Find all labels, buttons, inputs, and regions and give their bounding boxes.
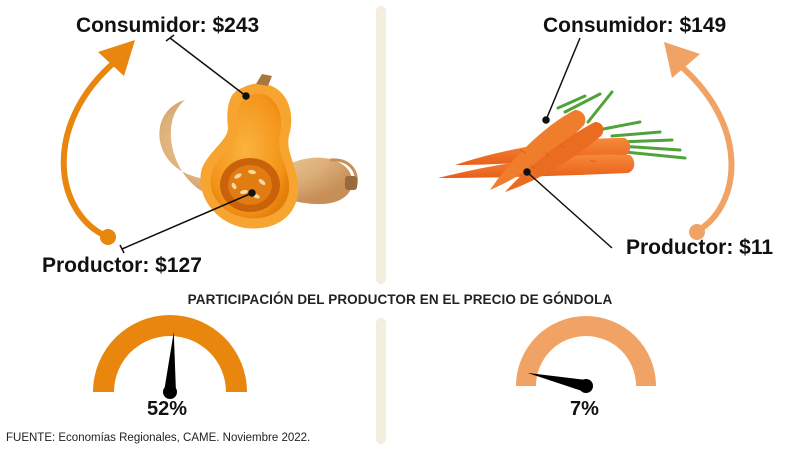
gauge-needle bbox=[163, 332, 177, 399]
butternut-squash-icon bbox=[159, 74, 358, 229]
right-producer-share: 7% bbox=[570, 398, 599, 420]
gauge-needle bbox=[527, 372, 593, 393]
gauge-icon bbox=[516, 316, 656, 393]
carrots-icon bbox=[438, 90, 687, 192]
consumer-pointer-line bbox=[542, 37, 581, 124]
vertical-divider bbox=[376, 6, 386, 444]
producer-pointer-line bbox=[523, 168, 613, 249]
curved-arrow-icon bbox=[60, 40, 135, 245]
section-title: PARTICIPACIÓN DEL PRODUCTOR EN EL PRECIO… bbox=[187, 292, 613, 307]
source-note: FUENTE: Economías Regionales, CAME. Novi… bbox=[6, 432, 311, 444]
left-producer-price: Productor: $127 bbox=[42, 254, 202, 277]
left-consumer-price: Consumidor: $243 bbox=[76, 14, 260, 37]
right-producer-price: Productor: $11 bbox=[626, 236, 774, 259]
left-producer-share: 52% bbox=[147, 398, 188, 420]
curved-arrow-icon bbox=[664, 42, 735, 240]
gauge-icon bbox=[93, 315, 247, 399]
consumer-pointer-line bbox=[165, 34, 250, 100]
producer-pointer-line bbox=[119, 189, 256, 254]
right-consumer-price: Consumidor: $149 bbox=[543, 14, 727, 37]
